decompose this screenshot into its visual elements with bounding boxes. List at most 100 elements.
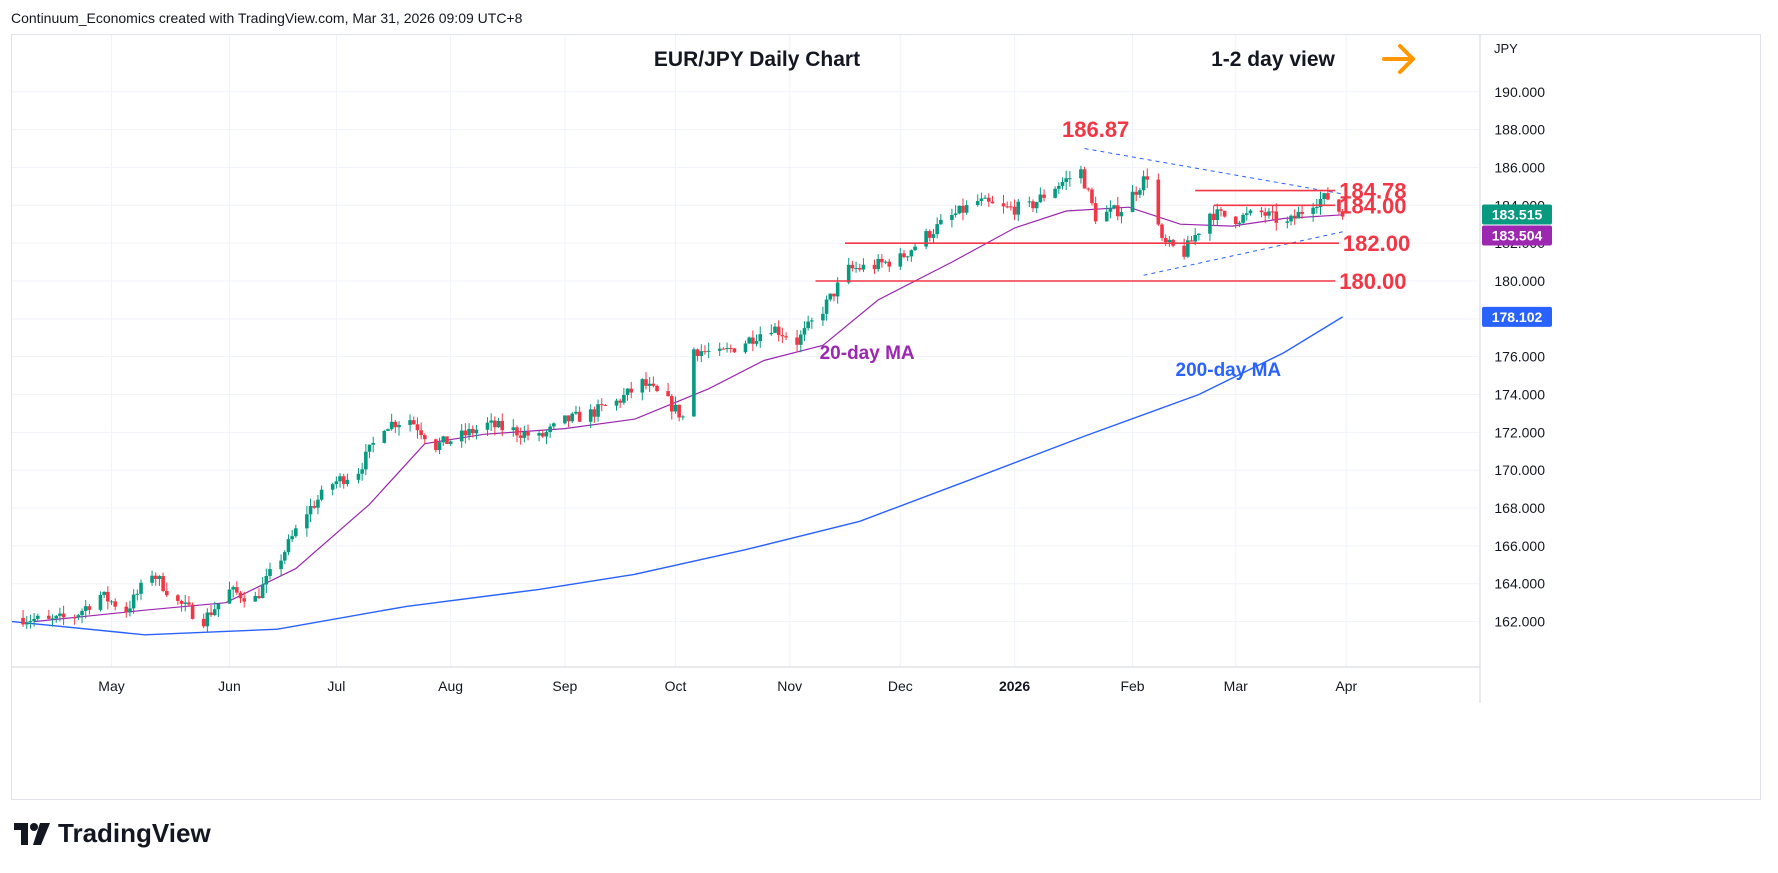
candle-down (113, 601, 118, 607)
candle-up (139, 582, 143, 594)
candle-down (312, 506, 317, 508)
candle-down (445, 436, 449, 445)
candle-up (913, 246, 917, 251)
candle-up (1130, 191, 1135, 213)
candle-up (268, 569, 272, 576)
chart-frame (11, 34, 1761, 800)
candle-down (518, 435, 523, 438)
tradingview-logo-icon (14, 822, 50, 845)
candle-up (286, 539, 291, 553)
candle-up (574, 411, 578, 414)
candle-up (964, 205, 969, 213)
candle-down (1134, 191, 1139, 195)
candle-up (1108, 208, 1113, 212)
candle-up (909, 250, 914, 257)
candle-down (1219, 209, 1223, 211)
candle-down (190, 604, 195, 619)
candle-down (500, 420, 505, 431)
candle-down (577, 411, 582, 422)
candle-up (305, 514, 309, 529)
x-tick-label: Nov (777, 678, 802, 694)
level-label: 184.00 (1339, 193, 1406, 218)
candle-down (695, 349, 700, 356)
candle-up (24, 622, 29, 625)
candle-down (618, 400, 622, 403)
candle-down (47, 615, 51, 619)
candle-up (1034, 202, 1039, 209)
candle-up (905, 256, 910, 258)
candle-up (957, 205, 962, 214)
candle-down (106, 591, 110, 602)
candle-up (1208, 213, 1212, 234)
candle-down (1163, 237, 1168, 243)
candle-down (87, 606, 92, 610)
candle-down (887, 261, 892, 267)
ma20-line (34, 206, 1343, 623)
candle-down (669, 396, 674, 412)
candle-down (72, 617, 77, 619)
candle-up (397, 424, 401, 428)
candle-up (1138, 190, 1142, 195)
candle-up (681, 416, 685, 418)
candle-down (703, 351, 707, 353)
candle-up (1315, 207, 1319, 209)
candle-down (644, 379, 648, 386)
candle-up (935, 224, 939, 235)
candle-down (1340, 211, 1345, 217)
candle-down (515, 427, 519, 436)
candle-up (725, 347, 729, 349)
candle-down (629, 388, 634, 393)
candle-down (176, 595, 180, 601)
candle-down (153, 575, 158, 579)
triangle-trendline (1143, 231, 1343, 276)
y-tick-label: 172.000 (1494, 424, 1545, 440)
candle-up (36, 615, 40, 619)
candle-up (109, 601, 114, 603)
candle-up (953, 213, 958, 216)
candle-down (526, 431, 530, 436)
x-tick-label: Jun (218, 678, 241, 694)
tradingview-logo[interactable]: TradingView (14, 818, 211, 849)
candle-up (367, 444, 372, 452)
candle-down (986, 197, 991, 202)
candle-up (1248, 210, 1253, 214)
candle-up (806, 321, 810, 329)
candle-up (828, 293, 833, 300)
candle-up (316, 499, 320, 508)
candle-up (290, 536, 294, 540)
candle-up (931, 234, 936, 238)
candle-down (1031, 201, 1035, 209)
candle-up (1193, 235, 1197, 242)
price-badge-label: 183.515 (1492, 206, 1543, 222)
candle-down (927, 231, 932, 238)
candle-down (1259, 210, 1264, 213)
candle-up (537, 433, 541, 436)
candle-down (1337, 199, 1341, 212)
candle-up (861, 264, 866, 270)
candle-up (282, 552, 287, 561)
candle-up (485, 422, 490, 430)
candle-up (640, 379, 645, 393)
candle-up (544, 431, 549, 437)
candle-up (1296, 211, 1301, 219)
candle-down (242, 598, 247, 602)
candle-up (389, 421, 394, 430)
candle-down (1009, 206, 1013, 208)
x-tick-label: Feb (1120, 678, 1144, 694)
candle-up (1119, 212, 1124, 217)
candle-up (1038, 194, 1043, 203)
candle-down (655, 385, 659, 392)
candle-down (419, 430, 423, 436)
candle-down (1093, 203, 1098, 222)
price-badge (1482, 225, 1552, 246)
candle-up (588, 409, 593, 422)
candle-down (393, 421, 398, 428)
candle-up (212, 609, 217, 616)
candle-up (360, 469, 364, 474)
x-tick-label: Oct (665, 678, 687, 694)
level-label: 182.00 (1343, 231, 1410, 256)
candle-down (201, 618, 206, 627)
candle-up (1079, 169, 1083, 179)
candle-down (666, 391, 670, 397)
